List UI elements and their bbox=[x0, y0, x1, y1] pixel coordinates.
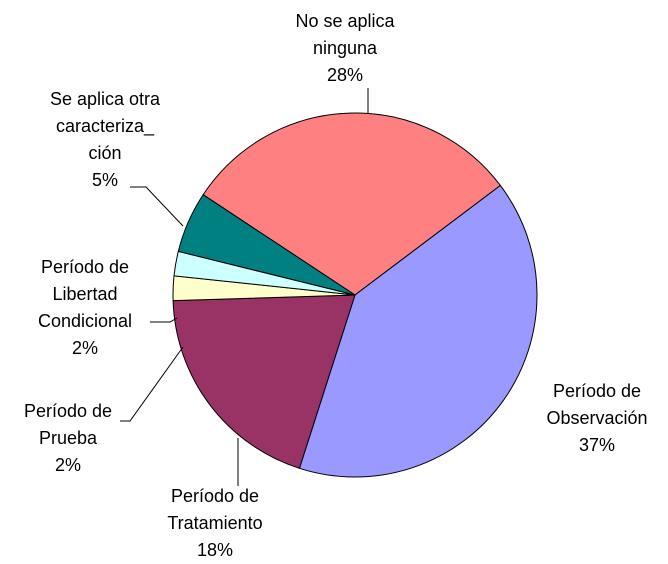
value-label: 2% bbox=[72, 338, 98, 358]
label-line: Prueba bbox=[39, 428, 98, 448]
label-line: caracteriza_ bbox=[56, 116, 155, 137]
value-label: 2% bbox=[55, 455, 81, 475]
slice-label: Se aplica otra caracteriza_ ción bbox=[50, 89, 161, 163]
leader-line bbox=[120, 346, 184, 422]
label-line: Libertad bbox=[52, 284, 117, 304]
label-line: Observación bbox=[546, 408, 647, 428]
pie-slice bbox=[298, 184, 538, 478]
slice-label: Período de Observación bbox=[546, 381, 647, 428]
label-line: Condicional bbox=[38, 311, 132, 331]
label-line: Período de bbox=[24, 401, 112, 421]
slice-label: Período de Libertad Condicional bbox=[38, 257, 132, 331]
slice-label: No se aplica ninguna bbox=[295, 11, 395, 58]
label-line: Tratamiento bbox=[167, 513, 262, 533]
pie-slice bbox=[202, 112, 502, 296]
leader-line bbox=[150, 317, 178, 323]
leader-line bbox=[130, 186, 184, 227]
label-line: Período de bbox=[171, 486, 259, 506]
label-line: Período de bbox=[41, 257, 129, 277]
label-line: Se aplica otra bbox=[50, 89, 161, 109]
value-label: 28% bbox=[327, 65, 363, 85]
slice-label: Período de Prueba bbox=[24, 401, 112, 448]
label-line: ción bbox=[88, 143, 121, 163]
value-label: 37% bbox=[579, 435, 615, 455]
pie-slice bbox=[177, 194, 356, 296]
slice-label: Período de Tratamiento bbox=[167, 486, 262, 533]
label-line: No se aplica bbox=[295, 11, 395, 31]
pie-slice bbox=[172, 294, 356, 469]
label-line: Período de bbox=[553, 381, 641, 401]
label-line: ninguna bbox=[313, 38, 378, 58]
value-label: 18% bbox=[197, 540, 233, 560]
value-label: 5% bbox=[92, 170, 118, 190]
